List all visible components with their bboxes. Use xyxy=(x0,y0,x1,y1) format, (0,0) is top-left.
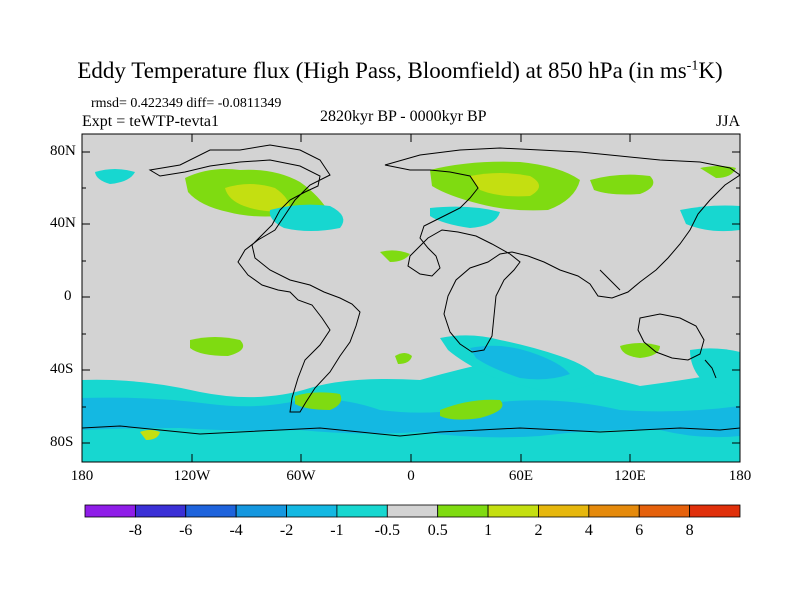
anomaly-region-siberia-green xyxy=(590,174,654,195)
colorbar-box xyxy=(235,504,287,518)
colorbar-label: 0.5 xyxy=(427,522,448,539)
lat-ticks xyxy=(82,151,740,444)
colorbar-box xyxy=(538,504,590,518)
anomaly-region-north-america-yellow xyxy=(225,184,290,212)
colorbar-box xyxy=(588,504,640,518)
anomaly-region-southern-ocean-mid xyxy=(82,397,740,438)
lat-label-80n: 80N xyxy=(50,143,76,159)
anomaly-region-south-pacific-green xyxy=(190,337,244,356)
season-label: JJA xyxy=(716,113,741,130)
colorbar-box xyxy=(84,504,136,518)
anomaly-region-eurasia-yellow xyxy=(470,173,539,197)
anomaly-region-northeast-pacific-cyan xyxy=(95,169,135,184)
lat-label-40s: 40S xyxy=(50,361,74,377)
title-main: Eddy Temperature flux (High Pass, Bloomf… xyxy=(77,58,687,83)
title-end: K) xyxy=(698,58,723,83)
anomaly-region-atlantic-green-small xyxy=(395,353,412,364)
colorbar-label: 8 xyxy=(685,522,694,539)
colorbar-box xyxy=(638,504,691,518)
anomaly-region-east-asia-cyan xyxy=(680,205,740,232)
lat-label-equator: 0 xyxy=(64,288,72,304)
colorbar-label: -4 xyxy=(229,522,243,539)
colorbar-box xyxy=(336,504,388,518)
lat-label-80s: 80S xyxy=(50,434,74,450)
colorbar-box xyxy=(689,504,741,518)
colorbar-box xyxy=(286,504,338,518)
colorbar-label: -8 xyxy=(128,522,143,539)
lon-label-180-left: 180 xyxy=(70,468,94,484)
coastlines xyxy=(82,144,740,437)
figure-title: Eddy Temperature flux (High Pass, Bloomf… xyxy=(0,58,800,84)
anomaly-region-far-east-green xyxy=(700,166,736,178)
colorbar-box xyxy=(386,504,439,518)
lon-label-180-right: 180 xyxy=(728,468,752,484)
colorbar-label: -1 xyxy=(330,522,344,539)
anomaly-region-gulf-green xyxy=(380,250,410,262)
stats-text: rmsd= 0.422349 diff= -0.0811349 xyxy=(91,96,282,111)
anomaly-region-europe-cyan xyxy=(430,206,500,228)
lon-label-60w: 60W xyxy=(286,468,316,484)
lon-label-120w: 120W xyxy=(173,468,211,484)
colorbar-box xyxy=(487,504,539,518)
colorbar xyxy=(84,504,741,518)
colorbar-box xyxy=(134,504,187,518)
colorbar-label: -6 xyxy=(179,522,193,539)
colorbar-box xyxy=(185,504,237,518)
colorbar-label: 2 xyxy=(534,522,543,539)
lon-label-120e: 120E xyxy=(614,468,646,484)
anomaly-region-south-america-green xyxy=(295,392,342,410)
title-superscript: -1 xyxy=(686,58,699,74)
colorbar-label: 4 xyxy=(584,522,593,539)
lon-label-60e: 60E xyxy=(508,468,534,484)
period-label: 2820kyr BP - 0000kyr BP xyxy=(320,108,487,125)
experiment-label: Expt = teWTP-tevta1 xyxy=(82,113,219,130)
anomaly-region-indian-ocean-mid xyxy=(470,345,570,380)
colorbar-box xyxy=(437,504,489,518)
colorbar-label: -2 xyxy=(279,522,294,539)
lon-ticks xyxy=(81,134,741,462)
lat-label-40n: 40N xyxy=(50,215,76,231)
anomaly-region-south-indian-green xyxy=(440,399,503,420)
colorbar-label: 6 xyxy=(635,522,644,539)
anomaly-region-north-atlantic-cyan xyxy=(269,204,344,231)
colorbar-label: 1 xyxy=(484,522,493,539)
anomaly-region-antarctic-yellow xyxy=(140,430,160,440)
lon-label-0: 0 xyxy=(407,468,415,484)
colorbar-label: -0.5 xyxy=(374,522,400,539)
